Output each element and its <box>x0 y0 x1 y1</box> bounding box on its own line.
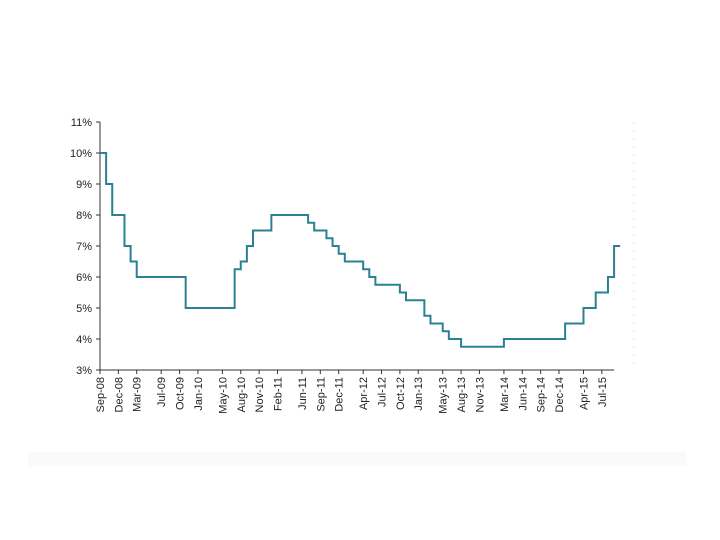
y-tick-label: 11% <box>71 117 92 129</box>
y-tick-label: 8% <box>76 210 92 222</box>
x-tick-label: Nov-10 <box>254 377 266 412</box>
x-tick-label: Aug-10 <box>236 377 248 412</box>
x-tick-label: Sep-14 <box>536 377 548 412</box>
x-tick-label: Oct-12 <box>395 377 407 410</box>
y-axis: 3% 4% 5% 6% 7% 8% 9% 10% 11% <box>70 117 101 377</box>
series-line <box>100 152 621 348</box>
x-tick-label: Sep-11 <box>315 377 327 412</box>
x-tick-label: Mar-14 <box>499 377 511 412</box>
y-tick-label: 9% <box>76 179 92 191</box>
x-tick-label: Jul-15 <box>597 377 609 407</box>
x-tick-label: Jul-12 <box>377 377 389 407</box>
x-tick-label: Jan-13 <box>413 377 425 411</box>
x-tick-label: Oct-09 <box>175 377 187 410</box>
x-tick-label: Dec-11 <box>334 377 346 412</box>
x-tick-label: Dec-14 <box>554 377 566 412</box>
x-axis: Sep-08 Dec-08 Mar-09 Jul-09 Oct-09 Jan-10 May-… <box>95 369 615 414</box>
y-tick-label: 7% <box>76 241 92 253</box>
x-tick-label: Feb-11 <box>272 377 284 411</box>
x-tick-label: May-10 <box>217 377 229 414</box>
x-tick-label: Mar-09 <box>132 377 144 412</box>
footer-band <box>28 452 686 466</box>
x-tick-label: Jul-09 <box>156 377 168 407</box>
x-tick-label: Apr-15 <box>578 377 590 410</box>
y-tick-label: 4% <box>76 334 92 346</box>
y-tick-label: 6% <box>76 272 92 284</box>
x-tick-label: Aug-13 <box>456 377 468 412</box>
x-tick-label: Apr-12 <box>358 377 370 410</box>
x-tick-label: Jan-10 <box>193 377 205 411</box>
plot-series <box>100 152 621 348</box>
x-tick-label: Jun-11 <box>297 377 309 410</box>
x-tick-label: Dec-08 <box>113 377 125 412</box>
y-tick-label: 5% <box>76 303 92 315</box>
x-tick-label: Sep-08 <box>95 377 107 412</box>
x-tick-label: Jun-14 <box>517 377 529 411</box>
y-tick-label: 10% <box>70 148 92 160</box>
y-tick-label: 3% <box>76 365 92 377</box>
x-tick-label: Nov-13 <box>474 377 486 412</box>
x-tick-label: May-13 <box>438 377 450 414</box>
